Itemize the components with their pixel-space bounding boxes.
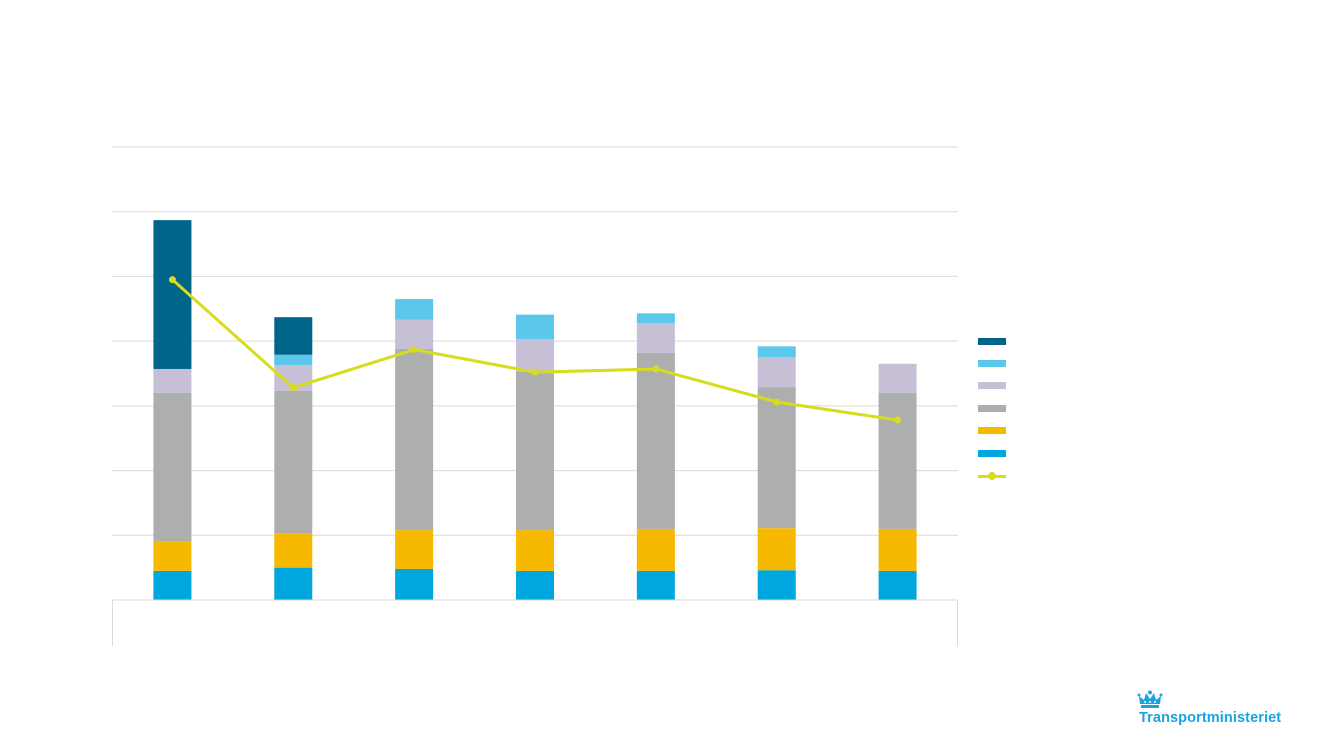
legend-swatch	[978, 382, 1006, 390]
legend-swatch	[978, 404, 1006, 412]
bar-segment	[757, 346, 796, 358]
line-point	[773, 398, 781, 406]
legend-swatch	[978, 427, 1006, 435]
line-point	[289, 384, 297, 392]
bar-segment	[153, 392, 192, 542]
bar-segment	[274, 354, 313, 366]
legend-swatch	[978, 337, 1006, 345]
line-series	[168, 276, 902, 424]
bar-segment	[757, 357, 796, 388]
bar-segment	[757, 570, 796, 600]
plot-frame	[112, 599, 958, 646]
bar-segment	[878, 363, 917, 393]
line-point	[168, 276, 176, 284]
bar-segment	[274, 567, 313, 600]
bar-segment	[516, 314, 554, 340]
legend-item	[978, 397, 1014, 419]
bar-segment	[516, 530, 554, 571]
bar-segment	[274, 533, 313, 568]
brand-logo: Transportministeriet	[1137, 690, 1307, 730]
bar-segment	[636, 352, 675, 529]
legend-swatch	[978, 471, 1006, 481]
bar-segment	[516, 570, 554, 600]
bar-segment	[395, 568, 434, 600]
bars-group	[153, 220, 917, 600]
bar-segment	[757, 387, 796, 529]
legend-swatch	[978, 449, 1006, 457]
legend-item	[978, 420, 1014, 442]
line-point	[531, 368, 539, 376]
bar-segment	[878, 570, 917, 600]
bar-segment	[153, 220, 192, 369]
bar-segment	[153, 368, 192, 393]
legend-item	[978, 330, 1014, 352]
bar-segment	[757, 528, 796, 571]
bar-segment	[516, 371, 554, 531]
legend-item	[978, 375, 1014, 397]
bar-segment	[636, 323, 675, 353]
bar-segment	[153, 570, 192, 600]
bar-segment	[274, 390, 313, 534]
legend-swatch	[978, 360, 1006, 368]
line-point	[410, 346, 418, 354]
bar-segment	[395, 299, 434, 320]
bar-segment	[878, 392, 917, 529]
bar-segment	[636, 570, 675, 600]
bar-segment	[636, 528, 675, 571]
legend	[978, 330, 1014, 487]
bar-segment	[636, 313, 675, 324]
bar-segment	[516, 339, 554, 372]
bar-segment	[395, 319, 434, 349]
bar-segment	[395, 530, 434, 569]
line-point	[652, 365, 660, 373]
bar-segment	[395, 348, 434, 531]
bar-segment	[878, 528, 917, 571]
crown-icon	[1137, 690, 1163, 708]
line-point	[894, 416, 902, 424]
bar-segment	[153, 541, 192, 571]
legend-item	[978, 442, 1014, 464]
bar-segment	[274, 317, 313, 355]
logo-text: Transportministeriet	[1139, 710, 1282, 726]
legend-item	[978, 352, 1014, 374]
legend-item	[978, 464, 1014, 486]
